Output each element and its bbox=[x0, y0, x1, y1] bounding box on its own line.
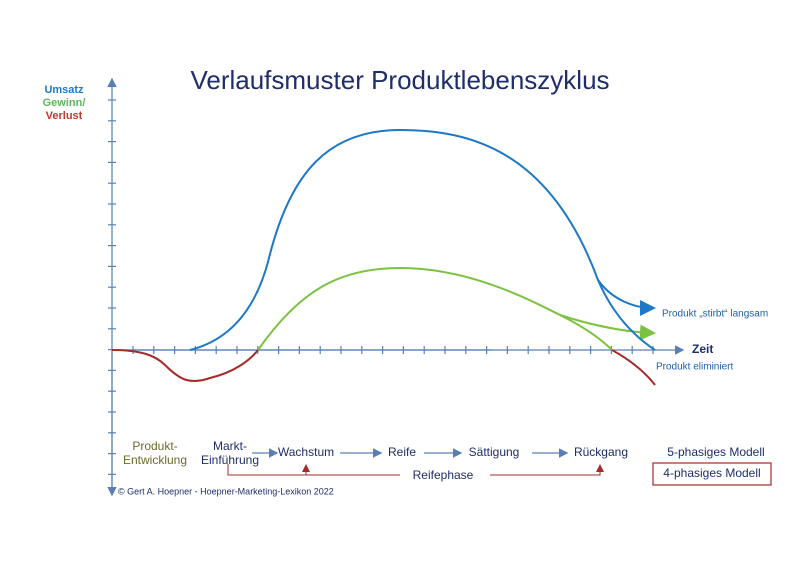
phase: Produkt- bbox=[132, 439, 177, 453]
annotation: Produkt „stirbt“ langsam bbox=[662, 309, 768, 320]
phase: Wachstum bbox=[278, 445, 334, 459]
annotation: Produkt eliminiert bbox=[656, 362, 733, 373]
model-label: 4-phasiges Modell bbox=[663, 466, 760, 480]
copyright: © Gert A. Hoepner - Hoepner-Marketing-Le… bbox=[118, 486, 334, 496]
bracket bbox=[227, 464, 400, 476]
axes bbox=[107, 77, 685, 497]
loss-curve-end bbox=[611, 349, 656, 386]
sales-curve-end bbox=[597, 279, 656, 351]
title: Verlaufsmuster Produktlebenszyklus bbox=[190, 65, 609, 95]
phase: Rückgang bbox=[574, 445, 628, 459]
phase: Markt- bbox=[213, 439, 247, 453]
sales-curve bbox=[189, 128, 656, 351]
profit-curve bbox=[257, 266, 656, 351]
phase: Sättigung bbox=[469, 445, 520, 459]
profit-curve-end bbox=[559, 314, 613, 351]
phase: Reife bbox=[388, 445, 416, 459]
model-box bbox=[652, 462, 772, 486]
phase: Reifephase bbox=[413, 468, 474, 482]
phase: Entwicklung bbox=[123, 453, 187, 467]
loss-curve bbox=[111, 349, 259, 383]
x-label: Zeit bbox=[692, 342, 713, 356]
y-label-loss: Verlust bbox=[46, 110, 83, 122]
bracket bbox=[490, 464, 604, 476]
y-label-sales: Umsatz bbox=[44, 84, 84, 96]
model-label: 5-phasiges Modell bbox=[667, 445, 764, 459]
phase: Einführung bbox=[201, 453, 259, 467]
y-label-profit: Gewinn/ bbox=[43, 97, 86, 109]
